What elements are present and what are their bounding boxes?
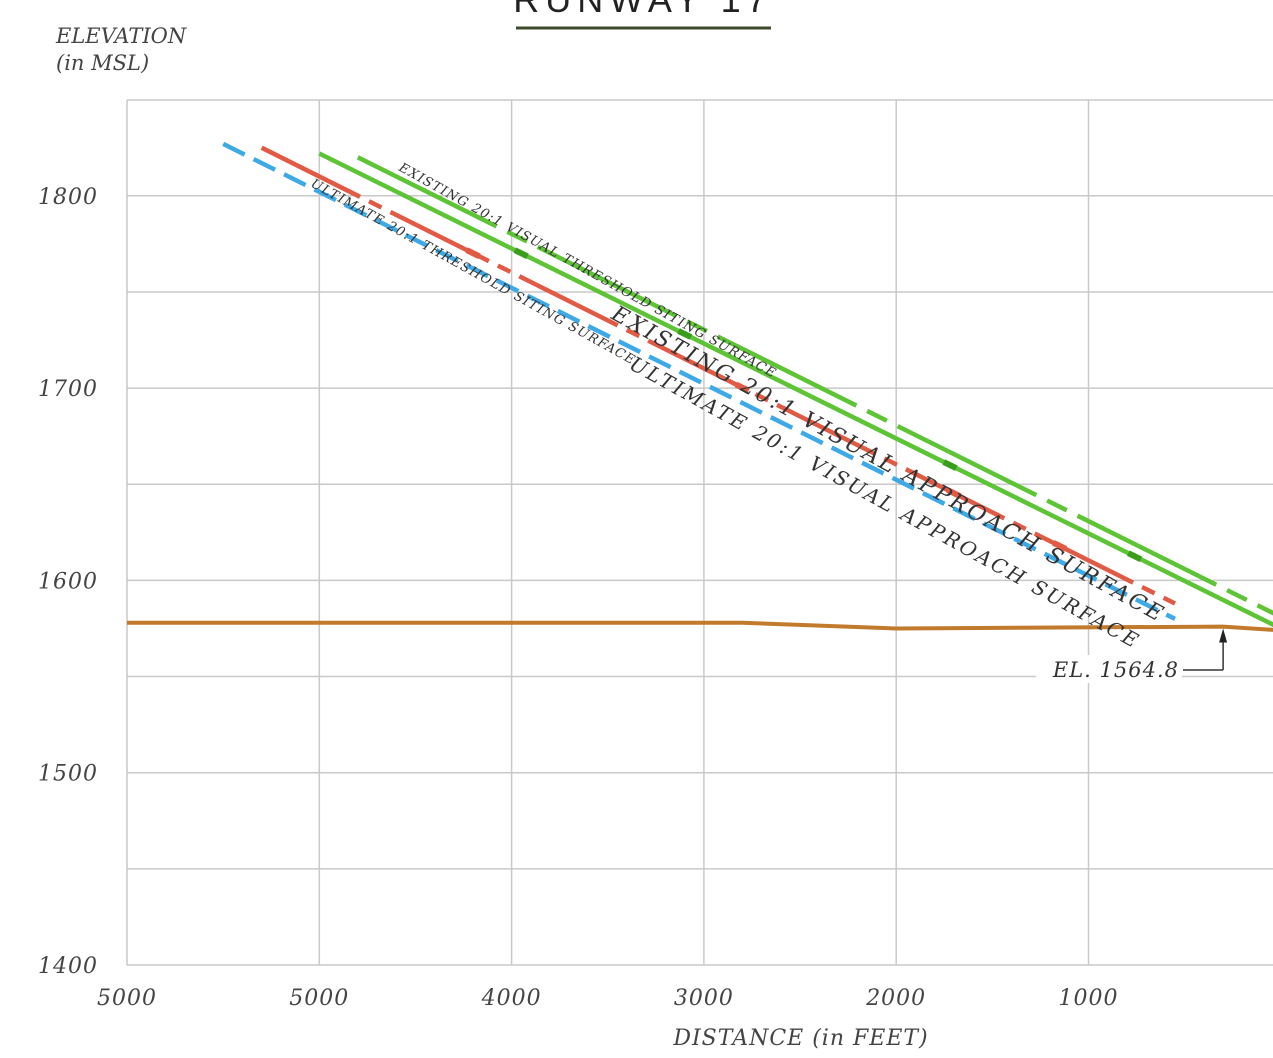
y-tick-labels: 1400 1500 1600 1700 1800: [38, 185, 98, 979]
surface-station-marker: [942, 459, 958, 471]
surface-station-marker: [513, 247, 529, 260]
elevation-arrowhead: [1219, 628, 1228, 643]
x-tick-label: 5000: [97, 986, 157, 1011]
chart-title: RUNWAY 17: [513, 0, 772, 20]
series-line-existing-b: [356, 155, 1273, 616]
x-tick-label: 5000: [289, 986, 349, 1011]
x-tick-labels: 5000 5000 4000 3000 2000 1000: [97, 986, 1119, 1011]
x-axis-label: DISTANCE (in FEET): [672, 1026, 928, 1051]
y-tick-label: 1500: [38, 762, 98, 787]
x-tick-label: 3000: [674, 986, 734, 1011]
surface-station-marker: [734, 381, 750, 394]
y-tick-label: 1700: [38, 377, 98, 402]
y-axis-label: ELEVATION: [55, 24, 187, 48]
series-line-ground: [127, 620, 1273, 632]
surface-station-marker: [465, 247, 481, 260]
y-axis-unit-label: (in MSL): [56, 51, 149, 75]
elevation-label-background: [1036, 655, 1182, 683]
series-layer: [127, 141, 1273, 632]
y-tick-label: 1400: [38, 954, 98, 979]
surface-station-marker: [1127, 550, 1143, 563]
grid: [126, 99, 1273, 966]
surface-station-marker: [677, 328, 693, 340]
x-tick-label: 1000: [1059, 986, 1119, 1011]
series-line-existing-a: [318, 151, 1273, 628]
series-line-ultimate-b: [222, 141, 1177, 621]
x-tick-label: 2000: [865, 986, 926, 1011]
surface-station-marker: [1052, 540, 1068, 552]
series-line-ultimate-a: [260, 145, 1177, 606]
elevation-label: EL. 1564.8: [1052, 658, 1179, 682]
y-tick-label: 1600: [38, 569, 98, 594]
surface-station-marker: [946, 487, 962, 499]
surface-label-existing-vas: EXISTING 20:1 VISUAL APPROACH SURFACE: [606, 301, 1169, 628]
y-tick-label: 1800: [38, 185, 98, 210]
surface-label-existing-tss: EXISTING 20:1 VISUAL THRESHOLD SITING SU…: [395, 160, 779, 382]
x-tick-label: 4000: [481, 986, 542, 1011]
